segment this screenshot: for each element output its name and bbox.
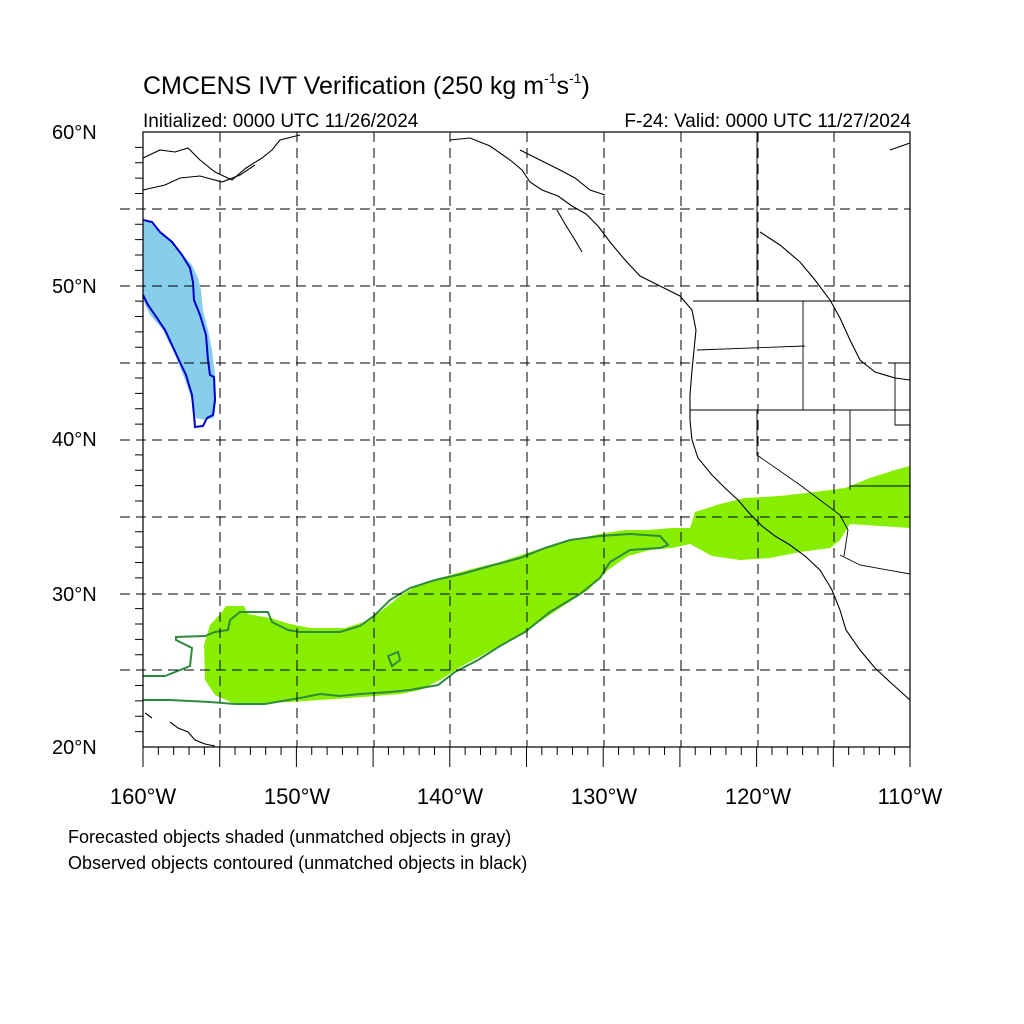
observed-contour-green-hole — [386, 650, 402, 668]
lon-label-130w: 130°W — [570, 784, 638, 809]
coastlines — [142, 134, 911, 747]
lon-label-110w: 110°W — [877, 784, 943, 809]
lat-label-60n: 60°N — [52, 122, 97, 144]
state-boundaries — [690, 132, 911, 575]
graticule — [120, 132, 910, 747]
axis-ticks — [135, 146, 911, 767]
lon-label-140w: 140°W — [416, 784, 484, 809]
valid-time-label: F-24: Valid: 0000 UTC 11/27/2024 — [624, 111, 911, 132]
lat-label-20n: 20°N — [52, 737, 97, 759]
forecast-object-green — [204, 466, 910, 704]
observed-contour-green — [143, 532, 670, 705]
lat-label-30n: 30°N — [52, 584, 97, 606]
initialized-label: Initialized: 0000 UTC 11/26/2024 — [143, 111, 419, 132]
lon-label-150w: 150°W — [263, 784, 331, 809]
legend-observed-note: Observed objects contoured (unmatched ob… — [68, 853, 528, 873]
forecast-object-blue — [143, 222, 216, 420]
observed-contour-blue — [142, 219, 217, 429]
map-title: CMCENS IVT Verification (250 kg m-1s-1) — [143, 70, 590, 100]
legend-forecast-note: Forecasted objects shaded (unmatched obj… — [68, 827, 512, 847]
lon-label-160w: 160°W — [109, 784, 177, 809]
lat-label-40n: 40°N — [52, 429, 97, 451]
lon-label-120w: 120°W — [724, 784, 792, 809]
lat-label-50n: 50°N — [52, 276, 97, 298]
